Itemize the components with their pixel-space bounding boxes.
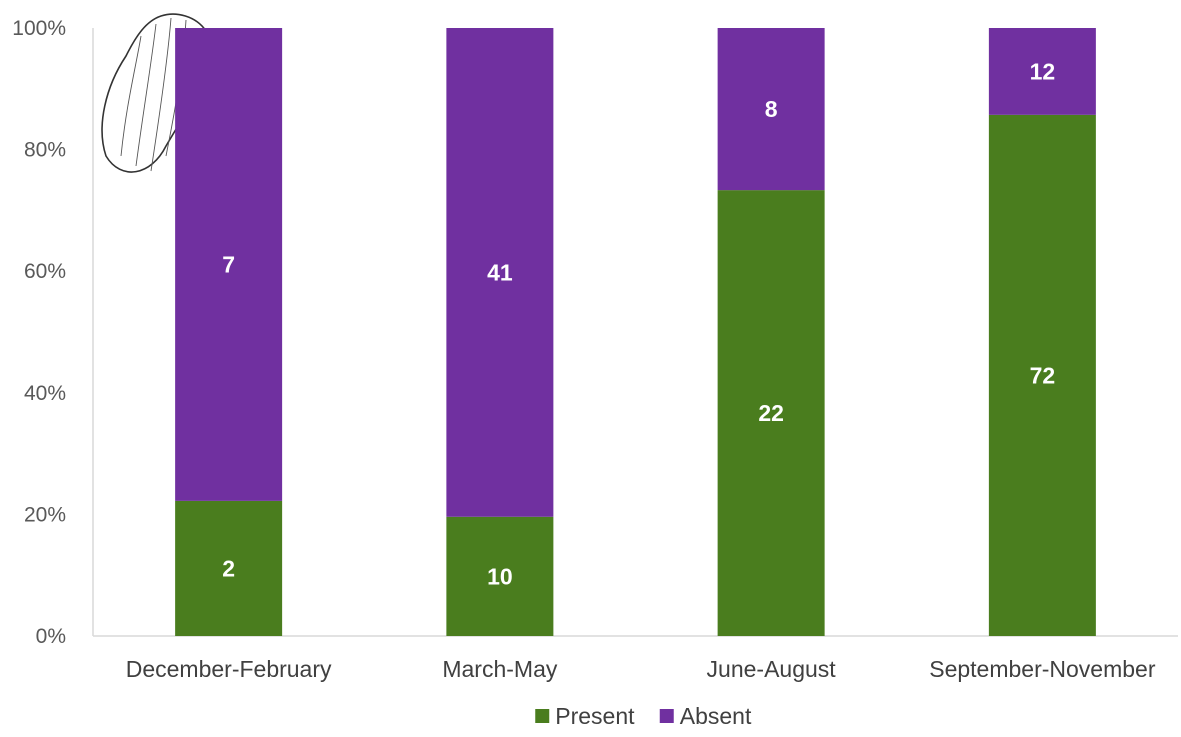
legend-swatch-present [535,709,550,723]
bar-present [717,190,825,636]
data-label: 41 [487,259,513,285]
bar-absent [175,28,283,501]
category-label: September-November [929,656,1156,682]
bar-absent [446,28,554,517]
legend-label-present: Present [555,703,635,729]
legend: Present Absent [535,703,752,729]
legend-label-absent: Absent [680,703,752,729]
data-label: 8 [765,96,778,122]
bar-present [446,516,554,636]
y-axis-ticks: 0% 20% 40% 60% 80% 100% [12,17,66,648]
bar-present [175,500,283,636]
category-label: December-February [126,656,332,682]
bar-absent [988,28,1096,115]
legend-swatch-absent [659,709,674,723]
y-tick-label: 60% [24,260,66,283]
data-label: 12 [1030,58,1056,84]
bar-present [988,114,1096,637]
y-tick-label: 80% [24,139,66,162]
bars [175,28,1096,637]
data-label: 2 [222,555,235,581]
data-label: 72 [1030,362,1056,388]
y-tick-label: 20% [24,503,66,526]
data-label: 7 [222,251,235,277]
category-labels: December-February March-May June-August Sep… [126,656,1156,682]
category-label: March-May [442,656,558,682]
data-label: 10 [487,563,513,589]
data-label: 22 [758,400,784,426]
y-tick-label: 100% [12,17,66,40]
y-tick-label: 0% [36,625,66,648]
data-labels: 2 7 10 41 22 8 72 12 [222,58,1055,589]
category-label: June-August [707,656,837,682]
y-tick-label: 40% [24,382,66,405]
bar-absent [717,28,825,191]
